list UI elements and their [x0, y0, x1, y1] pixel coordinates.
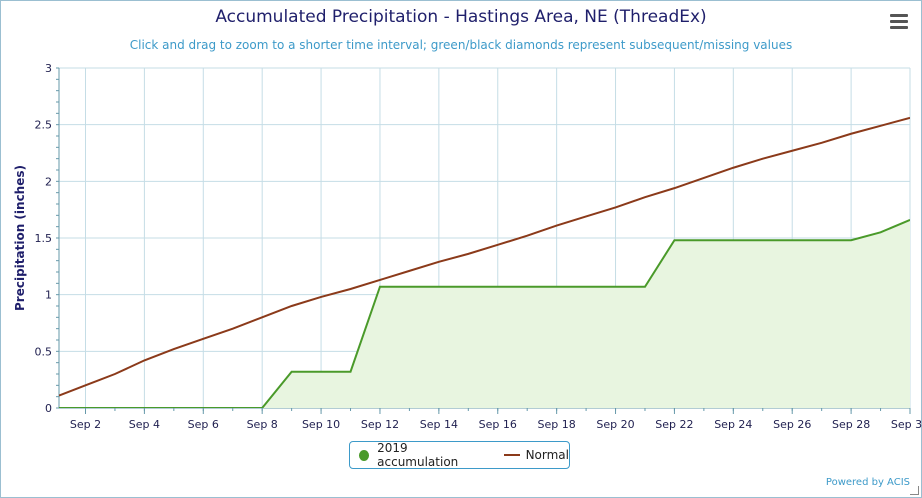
y-tick-label: 2 [45, 175, 52, 188]
y-tick-label: 2.5 [35, 119, 53, 132]
hamburger-menu-icon[interactable] [890, 14, 908, 29]
y-tick-label: 0 [45, 402, 52, 415]
accumulation-area [59, 219, 910, 408]
y-tick-label: 0.5 [35, 345, 53, 358]
x-tick-label: Sep 12 [361, 418, 399, 431]
x-tick-label: Sep 6 [188, 418, 219, 431]
resize-handle-icon[interactable] [910, 486, 919, 495]
y-tick-label: 1 [45, 289, 52, 302]
x-tick-label: Sep 16 [479, 418, 517, 431]
brown-line-icon [503, 454, 520, 456]
y-tick-label: 3 [45, 62, 52, 75]
y-axis-title: Precipitation (inches) [13, 165, 27, 311]
x-tick-label: Sep 4 [129, 418, 160, 431]
x-tick-label: Sep 28 [832, 418, 870, 431]
normal-line [59, 116, 910, 397]
powered-by-credit[interactable]: Powered by ACIS [825, 477, 910, 488]
legend: 2019 accumulation Normal [349, 441, 570, 469]
y-tick-label: 1.5 [35, 232, 53, 245]
x-tick-label: Sep 18 [538, 418, 576, 431]
x-tick-label: Sep 8 [247, 418, 278, 431]
chart-title: Accumulated Precipitation - Hastings Are… [215, 7, 707, 27]
x-tick-label: Sep 22 [655, 418, 693, 431]
x-tick-label: Sep 26 [773, 418, 811, 431]
legend-label-accumulation: 2019 accumulation [377, 441, 459, 469]
legend-label-normal: Normal [525, 448, 569, 462]
x-tick-label: Sep 30 [891, 418, 922, 431]
chart-subtitle: Click and drag to zoom to a shorter time… [129, 38, 793, 52]
green-dot-icon [359, 449, 370, 461]
x-tick-label: Sep 14 [420, 418, 458, 431]
legend-item-accumulation[interactable]: 2019 accumulation [359, 441, 484, 469]
x-tick-label: Sep 24 [714, 418, 752, 431]
legend-item-normal[interactable]: Normal [503, 448, 569, 462]
x-tick-label: Sep 20 [596, 418, 634, 431]
x-tick-label: Sep 2 [70, 418, 101, 431]
x-tick-label: Sep 10 [302, 418, 340, 431]
accumulation-line [59, 218, 910, 408]
